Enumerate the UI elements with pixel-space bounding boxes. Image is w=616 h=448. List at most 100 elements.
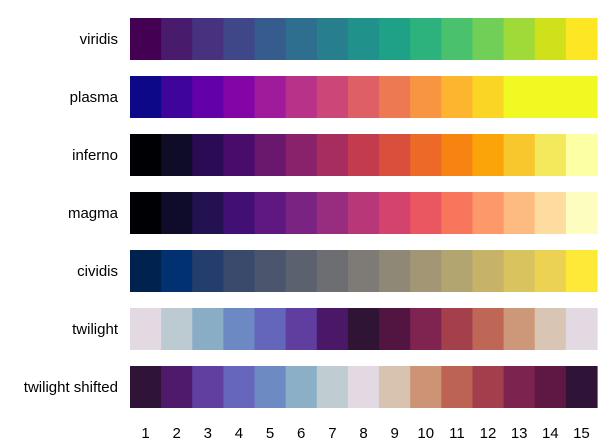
color-cell: [379, 308, 411, 350]
x-tick-label: 11: [449, 425, 465, 442]
color-cell: [285, 308, 318, 350]
color-cell: [347, 366, 380, 408]
color-cell: [441, 192, 474, 234]
colormap-row: inferno: [72, 134, 598, 176]
color-cell: [254, 250, 287, 292]
color-cell: [192, 18, 224, 60]
color-cell: [192, 250, 224, 292]
color-cell: [472, 250, 505, 292]
color-cell: [316, 18, 349, 60]
color-cell: [130, 250, 162, 292]
color-cell: [379, 76, 411, 118]
color-cell: [223, 366, 256, 408]
color-cell: [347, 18, 380, 60]
color-cell: [410, 308, 442, 350]
color-cell: [534, 76, 567, 118]
color-cell: [192, 192, 224, 234]
color-cell: [316, 192, 349, 234]
color-cell: [503, 76, 536, 118]
color-cell: [254, 366, 287, 408]
color-cell: [347, 134, 380, 176]
color-cell: [565, 250, 598, 292]
color-cell: [161, 250, 193, 292]
color-cell: [130, 18, 162, 60]
color-cell: [410, 134, 442, 176]
color-cell: [565, 192, 598, 234]
color-cell: [161, 308, 193, 350]
color-cell: [161, 18, 193, 60]
color-cell: [285, 134, 318, 176]
x-tick-label: 4: [235, 425, 243, 442]
color-cell: [472, 192, 505, 234]
color-cell: [472, 76, 505, 118]
x-tick-label: 14: [542, 425, 559, 442]
color-cell: [379, 366, 411, 408]
colormap-row: twilight shifted: [24, 366, 598, 408]
color-cell: [441, 250, 474, 292]
color-cell: [130, 134, 162, 176]
color-cell: [379, 18, 411, 60]
color-cell: [130, 308, 162, 350]
color-cell: [503, 134, 536, 176]
color-cell: [379, 134, 411, 176]
color-cell: [254, 308, 287, 350]
color-cell: [441, 134, 474, 176]
color-cell: [534, 250, 567, 292]
color-cell: [410, 366, 442, 408]
color-cell: [379, 192, 411, 234]
color-cell: [441, 308, 474, 350]
color-cell: [161, 366, 193, 408]
color-cell: [503, 192, 536, 234]
color-cell: [285, 366, 318, 408]
color-cell: [223, 76, 256, 118]
color-cell: [316, 250, 349, 292]
color-cell: [441, 76, 474, 118]
color-cell: [472, 308, 505, 350]
color-cell: [441, 366, 474, 408]
color-cell: [161, 192, 193, 234]
x-tick-label: 9: [390, 425, 398, 442]
color-cell: [565, 308, 598, 350]
color-cell: [223, 18, 256, 60]
x-tick-label: 5: [266, 425, 274, 442]
colormap-row: plasma: [70, 76, 598, 118]
color-cell: [534, 134, 567, 176]
color-cell: [254, 134, 287, 176]
x-tick-label: 2: [173, 425, 181, 442]
color-cell: [316, 366, 349, 408]
color-cell: [472, 134, 505, 176]
color-cell: [223, 308, 256, 350]
color-cell: [565, 76, 598, 118]
x-tick-label: 13: [511, 425, 528, 442]
color-cell: [534, 192, 567, 234]
color-cell: [316, 76, 349, 118]
row-label: magma: [68, 205, 119, 222]
color-cell: [254, 76, 287, 118]
colormap-row: magma: [68, 192, 598, 234]
row-label: viridis: [80, 31, 118, 48]
x-tick-label: 3: [204, 425, 212, 442]
color-cell: [534, 366, 567, 408]
color-cell: [347, 308, 380, 350]
row-label: plasma: [70, 89, 119, 106]
color-cell: [285, 192, 318, 234]
color-cell: [410, 18, 442, 60]
color-cell: [565, 18, 598, 60]
color-cell: [192, 366, 224, 408]
color-cell: [192, 76, 224, 118]
color-cell: [410, 250, 442, 292]
color-cell: [410, 192, 442, 234]
x-tick-label: 1: [141, 425, 149, 442]
color-cell: [130, 192, 162, 234]
x-tick-label: 7: [328, 425, 336, 442]
color-cell: [223, 192, 256, 234]
color-cell: [223, 250, 256, 292]
color-cell: [534, 308, 567, 350]
color-cell: [503, 308, 536, 350]
colormap-row: cividis: [77, 250, 598, 292]
color-cell: [223, 134, 256, 176]
x-tick-label: 6: [297, 425, 305, 442]
row-label: inferno: [72, 147, 118, 164]
color-cell: [254, 192, 287, 234]
